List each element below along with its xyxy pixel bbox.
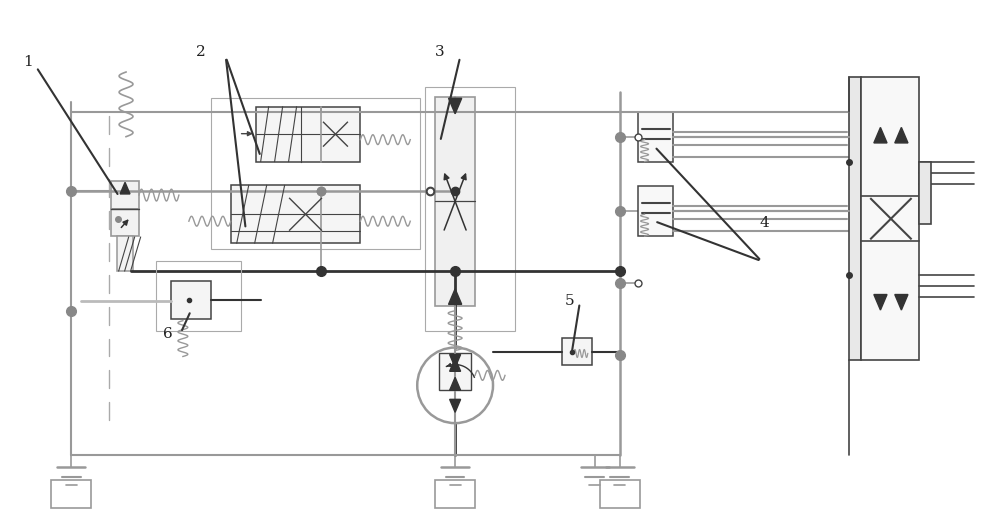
Bar [156,261,241,331]
Text: 4: 4 [759,216,769,230]
Polygon shape [895,294,908,310]
Text: 2: 2 [196,45,206,59]
Text: 1: 1 [23,55,33,69]
Bar [435,480,475,507]
Polygon shape [874,294,887,310]
Text: 6: 6 [163,327,173,341]
Polygon shape [450,354,461,367]
Bar [111,181,139,209]
Polygon shape [874,128,887,143]
Bar [562,338,592,365]
Bar [117,236,133,271]
Text: 3: 3 [435,45,445,59]
Bar [638,112,673,162]
Bar [439,353,471,390]
Polygon shape [450,400,461,412]
Bar [435,97,475,306]
Bar [256,107,360,162]
Bar [51,480,91,507]
Polygon shape [449,98,462,114]
Bar [638,187,673,236]
Bar [849,77,861,361]
Polygon shape [120,182,130,194]
Bar [861,77,919,361]
Polygon shape [450,358,461,371]
Polygon shape [449,289,462,304]
Polygon shape [895,128,908,143]
Bar [425,87,515,331]
Bar [211,98,420,249]
Bar [600,480,640,507]
Bar [171,281,211,319]
Bar [919,162,931,225]
Bar [231,185,360,243]
Polygon shape [450,377,461,390]
Bar [111,209,139,236]
Text: 5: 5 [565,293,574,307]
